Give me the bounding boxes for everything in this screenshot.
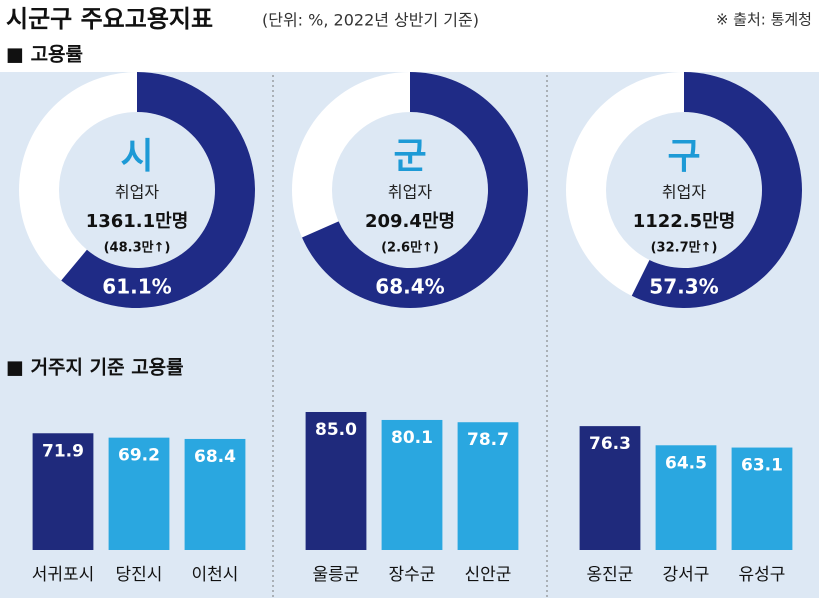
value-label: 63.1 xyxy=(741,456,783,476)
bar xyxy=(184,438,246,550)
change: (48.3만↑) xyxy=(104,240,171,256)
center-label: 시 xyxy=(120,136,153,177)
category-label: 서귀포시 xyxy=(32,565,95,585)
source: ※ 출처: 통계청 xyxy=(716,11,812,29)
value-label: 71.9 xyxy=(42,441,84,461)
value-label: 76.3 xyxy=(589,434,631,454)
value-label: 69.2 xyxy=(118,446,160,466)
center-label: 군 xyxy=(393,136,426,177)
category-label: 울릉군 xyxy=(313,565,360,585)
count: 1122.5만명 xyxy=(633,211,736,232)
bar xyxy=(655,445,717,550)
bar xyxy=(381,419,443,550)
donut-segment xyxy=(61,72,255,308)
value-label: 68.4 xyxy=(194,447,236,467)
center-label: 구 xyxy=(667,136,700,177)
category-label: 옹진군 xyxy=(587,565,634,585)
change: (2.6만↑) xyxy=(381,240,439,256)
value-label: 64.5 xyxy=(665,453,707,473)
value-label: 78.7 xyxy=(467,430,509,450)
section-title: ■ 거주지 기준 고용률 xyxy=(6,357,184,379)
donut-segment xyxy=(631,72,803,308)
count: 1361.1만명 xyxy=(86,211,189,232)
bar xyxy=(731,447,793,550)
bar xyxy=(108,437,170,550)
category-label: 강서구 xyxy=(663,565,710,585)
metric: 취업자 xyxy=(662,183,706,202)
count: 209.4만명 xyxy=(365,211,455,232)
title: 시군구 주요고용지표 xyxy=(6,5,213,33)
value-label: 68.4% xyxy=(375,275,444,299)
value-label: 85.0 xyxy=(315,420,357,440)
header-band xyxy=(0,0,819,72)
bar xyxy=(32,433,94,550)
section-title: ■ 고용률 xyxy=(6,44,83,66)
category-label: 이천시 xyxy=(192,565,239,585)
metric: 취업자 xyxy=(388,183,432,202)
metric: 취업자 xyxy=(115,183,159,202)
subtitle: (단위: %, 2022년 상반기 기준) xyxy=(262,11,479,30)
category-label: 유성구 xyxy=(739,565,786,585)
donut-segment xyxy=(302,72,528,308)
bar xyxy=(579,426,641,550)
value-label: 61.1% xyxy=(102,275,171,299)
bar xyxy=(457,422,519,550)
category-label: 당진시 xyxy=(116,565,163,585)
category-label: 장수군 xyxy=(389,565,436,585)
bar xyxy=(305,412,367,550)
value-label: 57.3% xyxy=(649,275,718,299)
value-label: 80.1 xyxy=(391,428,433,448)
category-label: 신안군 xyxy=(465,565,512,585)
change: (32.7만↑) xyxy=(651,240,718,256)
